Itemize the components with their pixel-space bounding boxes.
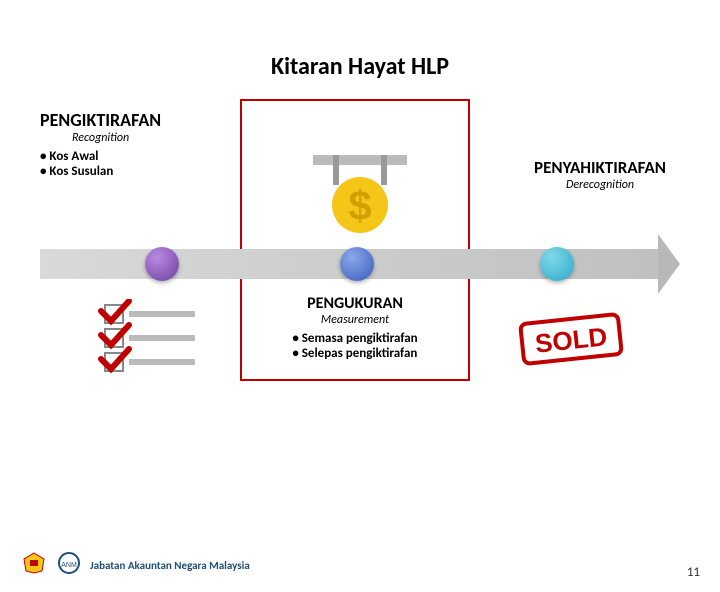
- stage-derecognition-subtitle: Derecognition: [500, 178, 700, 192]
- footer-org-text: Jabatan Akauntan Negara Malaysia: [90, 559, 250, 572]
- stage-measurement: PENGUKURAN Measurement Semasa pengiktira…: [240, 294, 470, 362]
- dollar-caliper-icon: $: [305, 147, 415, 237]
- stage-derecognition-title: PENYAHIKTIRAFAN: [500, 157, 700, 178]
- malaysia-coat-of-arms-icon: [20, 551, 48, 580]
- stage-measurement-bullets: Semasa pengiktirafan Selepas pengiktiraf…: [292, 331, 417, 361]
- page-number: 11: [687, 565, 700, 580]
- list-item: Kos Awal: [40, 149, 210, 164]
- svg-text:ANM: ANM: [61, 562, 77, 569]
- stage-recognition-title: PENGIKTIRAFAN: [40, 109, 210, 131]
- anm-logo-icon: ANM: [56, 551, 82, 580]
- list-item: Selepas pengiktirafan: [292, 346, 417, 361]
- stage-recognition: PENGIKTIRAFAN Recognition Kos Awal Kos S…: [40, 109, 210, 179]
- svg-text:$: $: [348, 182, 371, 229]
- timeline-node-1: [145, 247, 179, 281]
- svg-text:SOLD: SOLD: [534, 321, 609, 358]
- stage-measurement-title: PENGUKURAN: [240, 294, 470, 313]
- footer-left: ANM Jabatan Akauntan Negara Malaysia: [20, 551, 250, 580]
- timeline-node-2: [340, 247, 374, 281]
- sold-stamp-icon: SOLD: [516, 309, 626, 369]
- checklist-icon: [95, 299, 205, 379]
- list-item: Kos Susulan: [40, 164, 210, 179]
- stage-derecognition: PENYAHIKTIRAFAN Derecognition: [500, 157, 700, 192]
- stage-recognition-subtitle: Recognition: [72, 131, 210, 145]
- timeline-node-3: [540, 247, 574, 281]
- slide-title: Kitaran Hayat HLP: [0, 52, 720, 81]
- stage-recognition-bullets: Kos Awal Kos Susulan: [40, 149, 210, 179]
- timeline: PENGIKTIRAFAN Recognition Kos Awal Kos S…: [40, 109, 680, 409]
- list-item: Semasa pengiktirafan: [292, 331, 417, 346]
- timeline-arrow-head: [658, 234, 680, 294]
- stage-measurement-subtitle: Measurement: [240, 313, 470, 327]
- footer: ANM Jabatan Akauntan Negara Malaysia 11: [20, 551, 700, 580]
